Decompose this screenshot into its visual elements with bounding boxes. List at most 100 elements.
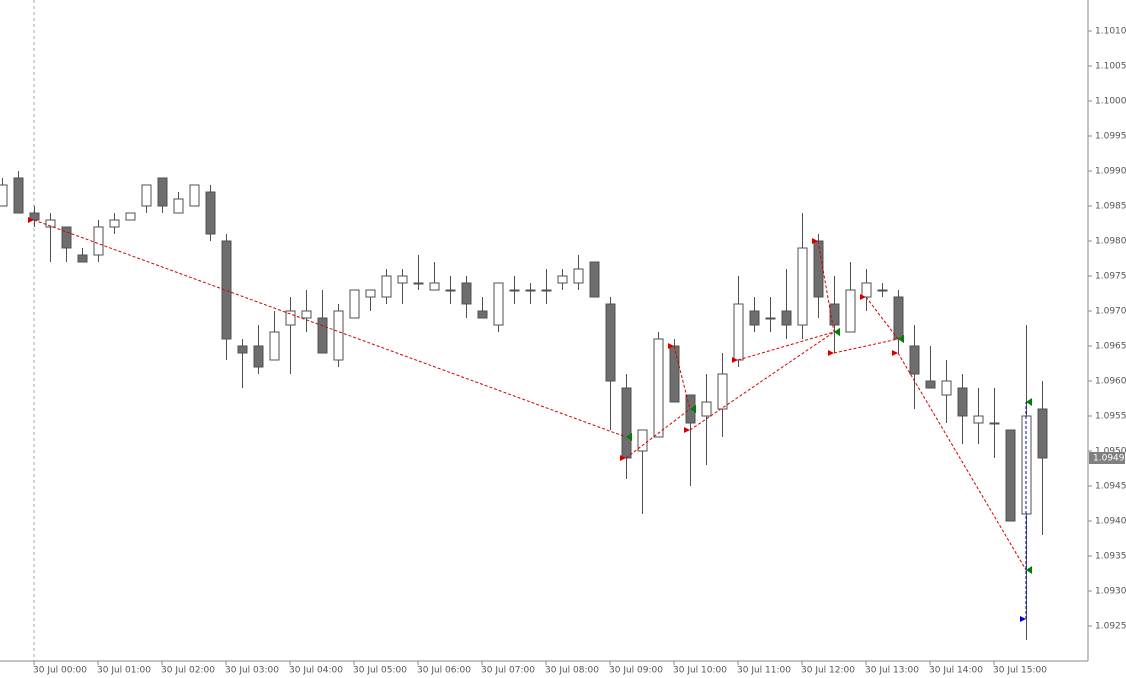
candle-body — [509, 289, 520, 292]
x-tick-label: 30 Jul 13:00 — [865, 666, 919, 676]
x-tick-label: 30 Jul 12:00 — [801, 666, 855, 676]
trade-line — [625, 408, 691, 459]
candle-body — [525, 289, 536, 292]
x-tick-label: 30 Jul 05:00 — [353, 666, 407, 676]
y-tick-label: 1.0990 — [1095, 167, 1126, 177]
y-tick-label: 1.0940 — [1095, 517, 1126, 527]
x-tick-label: 30 Jul 07:00 — [481, 666, 535, 676]
candle-body — [973, 415, 984, 424]
candle-body — [221, 240, 232, 340]
candle-body — [605, 303, 616, 382]
x-tick-label: 30 Jul 04:00 — [289, 666, 343, 676]
plot-area — [0, 171, 1048, 640]
y-tick-label: 1.0960 — [1095, 377, 1126, 387]
entry-arrow — [668, 343, 674, 349]
candle-body — [493, 282, 504, 326]
exit-arrow — [834, 328, 840, 336]
candle-body — [781, 310, 792, 326]
candle-body — [765, 317, 776, 320]
candle-body — [237, 345, 248, 354]
exit-arrow — [626, 433, 632, 441]
candle-body — [109, 219, 120, 228]
y-tick-label: 1.0925 — [1095, 622, 1126, 632]
x-tick-label: 30 Jul 03:00 — [225, 666, 279, 676]
candle-body — [205, 191, 216, 235]
candle-body — [861, 282, 872, 298]
y-tick-label: 1.0995 — [1095, 132, 1126, 142]
candle-body — [189, 184, 200, 207]
candle-body — [61, 226, 72, 249]
candle-body — [637, 429, 648, 452]
candle-body — [893, 296, 904, 340]
candle-body — [317, 317, 328, 354]
y-tick-label: 1.0935 — [1095, 552, 1126, 562]
candle-body — [813, 240, 824, 298]
x-tick-label: 30 Jul 10:00 — [673, 666, 727, 676]
y-tick-label: 1.0975 — [1095, 272, 1126, 282]
candle-body — [989, 422, 1000, 425]
candle-body — [925, 380, 936, 389]
x-tick-label: 30 Jul 06:00 — [417, 666, 471, 676]
trade-line — [673, 345, 691, 410]
candle-body — [909, 345, 920, 375]
y-tick-label: 1.0955 — [1095, 412, 1126, 422]
candle-body — [1021, 415, 1032, 515]
x-tick-label: 30 Jul 02:00 — [161, 666, 215, 676]
candle-body — [701, 401, 712, 417]
candle-body — [829, 303, 840, 326]
trade-line — [897, 352, 1027, 571]
entry-arrow — [684, 427, 690, 433]
candle-body — [77, 254, 88, 263]
candle-body — [349, 289, 360, 319]
entry-arrow — [28, 217, 34, 223]
y-tick-label: 1.1005 — [1095, 62, 1126, 72]
candle-body — [365, 289, 376, 298]
y-tick-label: 1.1010 — [1095, 27, 1126, 37]
y-tick-label: 1.0980 — [1095, 237, 1126, 247]
candle-body — [93, 226, 104, 256]
candle-body — [0, 184, 8, 207]
candle-body — [269, 331, 280, 361]
candle-body — [429, 282, 440, 291]
candle-body — [285, 310, 296, 326]
candle-body — [541, 289, 552, 292]
candle-body — [141, 184, 152, 207]
y-tick-label: 1.0965 — [1095, 342, 1126, 352]
trade-line — [817, 240, 835, 333]
candle-body — [621, 387, 632, 459]
trade-line — [33, 219, 627, 438]
candle-body — [157, 177, 168, 207]
candle-body — [653, 338, 664, 438]
candle-body — [125, 212, 136, 221]
trade-line — [737, 331, 835, 361]
y-tick-label: 1.1000 — [1095, 97, 1126, 107]
y-tick-label: 1.0950 — [1095, 447, 1126, 457]
trade-line — [865, 296, 899, 340]
exit-arrow — [898, 335, 904, 343]
candle-body — [957, 387, 968, 417]
trade-line — [833, 338, 899, 354]
entry-arrow — [732, 357, 738, 363]
candle-body — [301, 310, 312, 319]
x-tick-label: 30 Jul 11:00 — [737, 666, 791, 676]
entry-arrow — [812, 238, 818, 244]
x-tick-label: 30 Jul 01:00 — [97, 666, 151, 676]
candle-body — [669, 345, 680, 403]
candle-body — [717, 373, 728, 410]
y-tick-label: 1.0985 — [1095, 202, 1126, 212]
candle-body — [173, 198, 184, 214]
exit-arrow — [690, 405, 696, 413]
candle-body — [397, 275, 408, 284]
exit-arrow — [1026, 398, 1032, 406]
candle-body — [253, 345, 264, 368]
candle-body — [13, 177, 24, 214]
x-tick-label: 30 Jul 15:00 — [993, 666, 1047, 676]
candle-body — [877, 289, 888, 292]
candle-body — [1037, 408, 1048, 459]
y-tick-label: 1.0945 — [1095, 482, 1126, 492]
entry-arrow — [1020, 616, 1026, 622]
candle-body — [1005, 429, 1016, 522]
candle-body — [845, 289, 856, 333]
entry-arrow — [828, 350, 834, 356]
